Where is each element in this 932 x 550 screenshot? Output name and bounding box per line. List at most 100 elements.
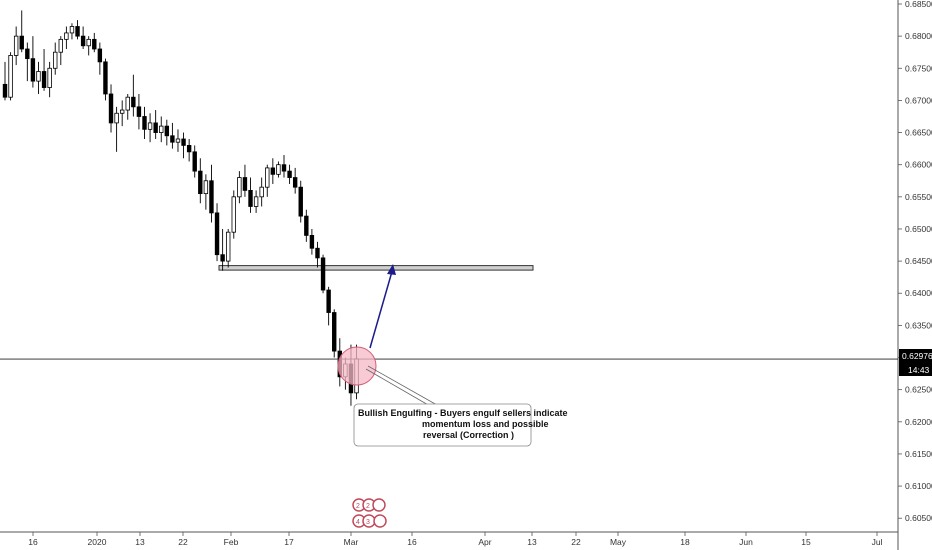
bullish-candle[interactable] — [86, 38, 91, 47]
bullish-candle[interactable] — [58, 38, 63, 53]
bearish-candle[interactable] — [281, 164, 287, 172]
bullish-candle[interactable] — [276, 164, 281, 175]
callout-box[interactable] — [353, 403, 532, 447]
current-price-tag — [899, 349, 932, 363]
callout-connector — [367, 365, 438, 406]
time-tick-label: 15 — [801, 537, 811, 547]
event-count-4: 3 — [366, 519, 370, 526]
bearish-candle[interactable] — [181, 138, 186, 146]
callout-connector-2 — [365, 368, 431, 407]
bullish-candle[interactable] — [147, 122, 153, 130]
bullish-candle[interactable] — [231, 196, 236, 233]
bearish-candle[interactable] — [186, 145, 192, 153]
bearish-candle[interactable] — [97, 48, 103, 63]
bearish-candle[interactable] — [192, 151, 197, 172]
bearish-candle[interactable] — [153, 122, 158, 133]
bearish-candle[interactable] — [198, 170, 203, 195]
bearish-candle[interactable] — [220, 254, 225, 262]
bearish-candle[interactable] — [209, 180, 214, 214]
bearish-candle[interactable] — [80, 35, 86, 47]
bearish-candle[interactable] — [248, 190, 253, 207]
callout-line-3: reversal (Correction ) — [423, 430, 514, 440]
bullish-candle[interactable] — [175, 138, 181, 143]
event-flag-icon[interactable] — [372, 498, 386, 512]
time-axis[interactable]: 16 2020 13 22 Feb 17 Mar 16 Apr 13 22 May 18 Jun 15 Jul — [28, 532, 883, 547]
bearish-candle[interactable] — [108, 93, 114, 124]
bearish-candle[interactable] — [103, 61, 108, 95]
support-zone[interactable] — [218, 265, 534, 271]
bearish-candle[interactable] — [304, 215, 309, 236]
bullish-candle[interactable] — [53, 51, 58, 69]
current-price-label: 0.62976 — [902, 351, 932, 361]
bullish-candle[interactable] — [13, 35, 19, 56]
bearish-candle[interactable] — [332, 312, 337, 352]
countdown-tag — [899, 363, 932, 376]
bullish-candle[interactable] — [259, 186, 264, 198]
bullish-candle[interactable] — [203, 180, 209, 195]
bearish-candle[interactable] — [309, 234, 315, 249]
bullish-candle[interactable] — [64, 32, 69, 40]
bearish-candle[interactable] — [298, 186, 303, 217]
time-tick-label: 2020 — [88, 537, 107, 547]
event-count-2: 2 — [366, 503, 370, 510]
bearish-candle[interactable] — [170, 135, 175, 143]
bullish-candle[interactable] — [119, 109, 125, 114]
bearish-candle[interactable] — [2, 83, 8, 98]
bearish-candle[interactable] — [242, 177, 248, 191]
bearish-candle[interactable] — [320, 257, 326, 291]
bearish-candle[interactable] — [136, 106, 142, 117]
bearish-candle[interactable] — [25, 48, 30, 60]
countdown-label: 14:43 — [908, 365, 930, 375]
time-tick-label: Apr — [478, 537, 491, 547]
bullish-candle[interactable] — [265, 167, 270, 188]
bullish-candle[interactable] — [253, 196, 259, 207]
engulfing-highlight-circle[interactable] — [337, 346, 377, 386]
economic-event-markers[interactable]: 2 2 4 3 — [352, 498, 387, 528]
bearish-candle[interactable] — [292, 177, 298, 188]
bearish-candle[interactable] — [142, 116, 147, 130]
bullish-candle[interactable] — [8, 55, 13, 98]
candles — [2, 10, 359, 406]
bearish-candle[interactable] — [270, 167, 276, 175]
bullish-candle[interactable] — [225, 231, 231, 262]
bearish-candle[interactable] — [30, 58, 36, 82]
bullish-candle[interactable] — [47, 67, 52, 88]
bearish-candle[interactable] — [41, 71, 47, 88]
bearish-candle[interactable] — [214, 212, 220, 256]
bullish-candle[interactable] — [237, 177, 242, 198]
bullish-candle[interactable] — [114, 112, 119, 124]
bullish-candle[interactable] — [125, 96, 130, 111]
bullish-candle[interactable] — [69, 26, 75, 34]
bearish-candle[interactable] — [326, 289, 331, 313]
bullish-candle[interactable] — [159, 125, 164, 133]
projection-arrow[interactable] — [369, 267, 394, 349]
projection-arrow-head-icon — [387, 264, 396, 275]
event-count-3: 4 — [356, 519, 360, 526]
bearish-candle[interactable] — [75, 26, 80, 37]
time-tick-label: 22 — [571, 537, 581, 547]
event-flag-icon[interactable] — [373, 514, 387, 528]
bearish-candle[interactable] — [92, 38, 97, 50]
bullish-candle[interactable] — [36, 71, 41, 82]
bearish-candle[interactable] — [287, 170, 292, 178]
bearish-candle[interactable] — [164, 125, 170, 137]
bearish-candle[interactable] — [315, 247, 320, 259]
bearish-candle[interactable] — [131, 96, 136, 108]
time-tick-label: Mar — [344, 537, 359, 547]
bearish-candle[interactable] — [19, 35, 24, 50]
time-tick-label: 17 — [284, 537, 294, 547]
